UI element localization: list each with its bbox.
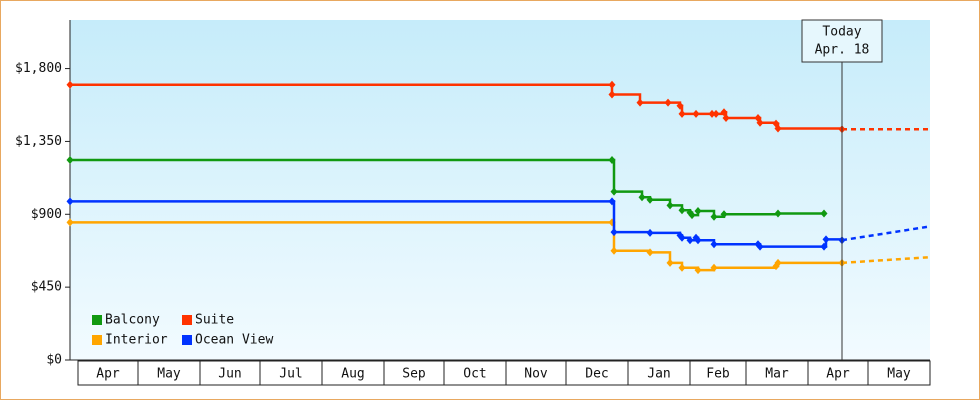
plot-area	[70, 20, 930, 360]
legend-label: Balcony	[105, 313, 160, 328]
price-point	[610, 246, 618, 255]
price-point	[646, 248, 654, 257]
x-tick-label: Dec	[585, 367, 608, 382]
price-point	[694, 266, 702, 275]
layer: $0 $450 $900 $1,350 $1,800 Apr May Jun Jul Aug Sep…	[15, 19, 931, 386]
month-box	[745, 360, 809, 386]
price-point	[820, 242, 828, 251]
price-point	[710, 263, 718, 272]
price-point	[646, 195, 654, 204]
price-point	[710, 240, 718, 249]
today-label: Today	[822, 25, 861, 40]
price-point	[666, 258, 674, 267]
price-point	[636, 98, 644, 107]
price-point	[66, 80, 74, 89]
y-tick-label: $1,800	[15, 61, 62, 76]
price-point	[720, 210, 728, 219]
forecast-line	[841, 225, 931, 242]
price-point	[774, 258, 782, 267]
today-box	[801, 19, 883, 63]
price-point	[608, 80, 616, 89]
price-point	[610, 187, 618, 196]
price-point	[694, 207, 702, 216]
price-point	[678, 109, 686, 118]
price-point	[710, 212, 718, 221]
legend-swatch	[182, 335, 192, 345]
y-tick-label: $900	[31, 207, 62, 222]
legend-swatch	[92, 315, 102, 325]
price-point	[820, 209, 828, 218]
price-point	[646, 228, 654, 237]
price-point	[676, 101, 684, 110]
x-tick-label: May	[887, 367, 911, 382]
price-point	[774, 124, 782, 133]
price-point	[712, 109, 720, 118]
month-box	[383, 360, 445, 386]
price-point	[774, 209, 782, 218]
price-point	[708, 109, 716, 118]
month-box	[867, 360, 931, 386]
price-point	[756, 242, 764, 251]
month-box	[199, 360, 261, 386]
price-point	[756, 118, 764, 127]
price-point	[666, 201, 674, 210]
x-tick-label: Jan	[647, 367, 670, 382]
y-tick-label: $0	[46, 353, 62, 368]
price-point	[686, 236, 694, 245]
month-box	[321, 360, 385, 386]
y-tick-label: $1,350	[15, 134, 62, 149]
month-box	[259, 360, 323, 386]
x-tick-label: Feb	[706, 367, 730, 382]
x-tick-label: Nov	[524, 367, 548, 382]
price-point	[610, 228, 618, 237]
forecast-line	[841, 255, 931, 265]
x-tick-label: Mar	[765, 367, 789, 382]
legend-swatch	[92, 335, 102, 345]
x-tick-label: Apr	[826, 367, 850, 382]
month-box	[689, 360, 747, 386]
price-point	[694, 236, 702, 245]
x-tick-label: Aug	[341, 367, 364, 382]
x-tick-label: May	[157, 367, 181, 382]
price-point	[722, 113, 730, 122]
x-tick-label: Jun	[218, 367, 241, 382]
legend-label: Suite	[195, 313, 234, 328]
legend-label: Interior	[105, 333, 168, 348]
month-box	[505, 360, 567, 386]
price-point	[678, 233, 686, 242]
price-point	[822, 235, 830, 244]
x-tick-label: Sep	[402, 367, 426, 382]
x-tick-label: Apr	[96, 367, 120, 382]
price-point	[66, 156, 74, 165]
month-box	[137, 360, 201, 386]
price-point	[664, 98, 672, 107]
price-point	[692, 109, 700, 118]
y-tick-label: $450	[31, 280, 62, 295]
price-point	[608, 90, 616, 99]
month-box	[627, 360, 691, 386]
x-tick-label: Oct	[463, 367, 486, 382]
legend-swatch	[182, 315, 192, 325]
x-tick-label: Jul	[279, 367, 302, 382]
month-box	[807, 360, 869, 386]
price-point	[678, 263, 686, 272]
price-point	[608, 197, 616, 206]
price-point	[688, 211, 696, 220]
price-point	[678, 206, 686, 215]
price-point	[66, 197, 74, 206]
today-date: Apr. 18	[815, 43, 870, 58]
price-point	[638, 193, 646, 202]
price-point	[608, 156, 616, 165]
month-box	[443, 360, 507, 386]
price-point	[66, 218, 74, 227]
legend-label: Ocean View	[195, 333, 273, 348]
